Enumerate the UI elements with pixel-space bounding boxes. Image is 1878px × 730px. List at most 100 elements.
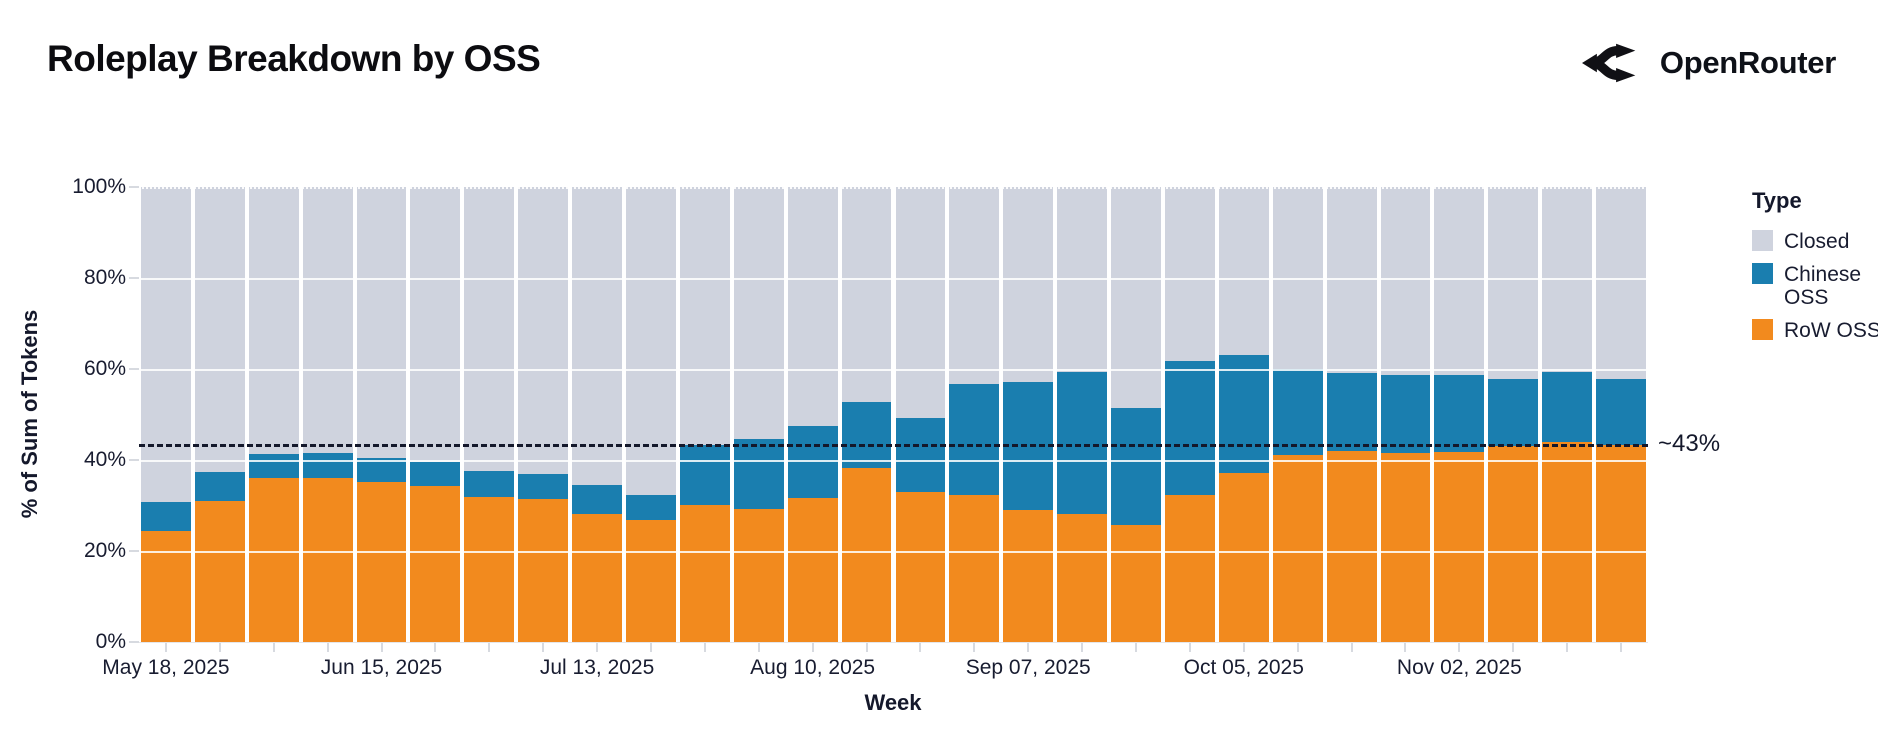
bar-column-nov-02-2025[interactable] (1434, 187, 1485, 642)
bar-segment-chinese-oss[interactable] (1272, 369, 1323, 455)
bar-column-nov-16-2025[interactable] (1542, 187, 1593, 642)
legend-item-closed[interactable]: Closed (1752, 230, 1878, 254)
bar-segment-chinese-oss[interactable] (1488, 379, 1539, 446)
bar-column-nov-09-2025[interactable] (1488, 187, 1539, 642)
bar-segment-row-oss[interactable] (733, 509, 784, 642)
bar-segment-chinese-oss[interactable] (949, 384, 1000, 495)
bar-segment-chinese-oss[interactable] (1057, 372, 1108, 514)
bar-segment-row-oss[interactable] (572, 513, 623, 642)
bar-segment-row-oss[interactable] (1272, 454, 1323, 642)
bar-segment-closed[interactable] (302, 187, 353, 454)
bar-segment-row-oss[interactable] (1488, 445, 1539, 642)
bar-column-sep-21-2025[interactable] (1111, 187, 1161, 642)
bar-segment-row-oss[interactable] (1434, 451, 1485, 642)
bar-segment-closed[interactable] (1111, 187, 1161, 409)
bar-segment-row-oss[interactable] (464, 496, 515, 642)
bar-column-jun-08-2025[interactable] (302, 187, 353, 642)
bar-segment-chinese-oss[interactable] (356, 458, 407, 483)
bar-segment-row-oss[interactable] (1111, 524, 1161, 642)
legend-item-chinese-oss[interactable]: Chinese OSS (1752, 262, 1878, 310)
bar-column-oct-12-2025[interactable] (1272, 187, 1323, 642)
bar-segment-row-oss[interactable] (356, 482, 407, 642)
bar-segment-row-oss[interactable] (141, 530, 191, 642)
bar-segment-closed[interactable] (1003, 187, 1054, 382)
bar-column-jun-15-2025[interactable] (356, 187, 407, 642)
bar-segment-chinese-oss[interactable] (895, 417, 946, 493)
bar-segment-row-oss[interactable] (1057, 513, 1108, 642)
bar-column-sep-28-2025[interactable] (1164, 187, 1215, 642)
bar-segment-closed[interactable] (1326, 187, 1377, 374)
bar-segment-chinese-oss[interactable] (1542, 371, 1593, 442)
bar-segment-chinese-oss[interactable] (302, 453, 353, 478)
bar-segment-chinese-oss[interactable] (410, 461, 461, 486)
bar-segment-row-oss[interactable] (194, 500, 245, 642)
bar-segment-chinese-oss[interactable] (518, 473, 569, 500)
bar-segment-row-oss[interactable] (410, 485, 461, 642)
legend-item-row-oss[interactable]: RoW OSS (1752, 318, 1878, 343)
bar-segment-chinese-oss[interactable] (733, 439, 784, 510)
bar-segment-closed[interactable] (626, 187, 676, 495)
bar-segment-row-oss[interactable] (949, 494, 1000, 642)
bar-segment-row-oss[interactable] (302, 477, 353, 642)
bar-column-nov-23-2025[interactable] (1596, 187, 1646, 642)
bar-segment-closed[interactable] (1488, 187, 1539, 380)
bar-segment-row-oss[interactable] (1218, 472, 1269, 642)
bar-segment-row-oss[interactable] (1596, 444, 1646, 642)
bar-segment-closed[interactable] (1164, 187, 1215, 361)
bar-segment-chinese-oss[interactable] (1164, 360, 1215, 495)
bar-column-aug-03-2025[interactable] (733, 187, 784, 642)
bar-segment-closed[interactable] (194, 187, 245, 473)
openrouter-brand[interactable]: OpenRouter (1581, 40, 1836, 86)
bar-segment-chinese-oss[interactable] (1218, 354, 1269, 473)
bar-segment-chinese-oss[interactable] (841, 401, 892, 468)
bar-segment-closed[interactable] (572, 187, 623, 485)
bar-segment-row-oss[interactable] (1003, 510, 1054, 642)
bar-column-sep-07-2025[interactable] (1003, 187, 1054, 642)
bar-column-may-25-2025[interactable] (194, 187, 245, 642)
bar-segment-row-oss[interactable] (248, 478, 299, 642)
bar-segment-row-oss[interactable] (1380, 453, 1431, 642)
bar-column-aug-24-2025[interactable] (895, 187, 946, 642)
bar-column-jun-01-2025[interactable] (248, 187, 299, 642)
bar-segment-closed[interactable] (841, 187, 892, 402)
bar-segment-chinese-oss[interactable] (679, 444, 730, 505)
bar-segment-chinese-oss[interactable] (572, 484, 623, 514)
bar-segment-chinese-oss[interactable] (464, 470, 515, 497)
bar-segment-closed[interactable] (464, 187, 515, 471)
bar-segment-closed[interactable] (1380, 187, 1431, 376)
bar-segment-closed[interactable] (518, 187, 569, 474)
bar-segment-closed[interactable] (949, 187, 1000, 385)
bar-segment-chinese-oss[interactable] (141, 501, 191, 531)
bar-column-oct-26-2025[interactable] (1380, 187, 1431, 642)
bar-column-sep-14-2025[interactable] (1057, 187, 1108, 642)
bar-segment-chinese-oss[interactable] (626, 494, 676, 521)
bar-segment-row-oss[interactable] (841, 467, 892, 642)
bar-segment-chinese-oss[interactable] (1111, 408, 1161, 525)
bar-segment-row-oss[interactable] (787, 497, 838, 642)
bar-segment-closed[interactable] (248, 187, 299, 455)
bar-segment-closed[interactable] (733, 187, 784, 440)
bar-segment-row-oss[interactable] (1326, 450, 1377, 642)
bar-segment-row-oss[interactable] (1542, 441, 1593, 642)
bar-column-oct-05-2025[interactable] (1218, 187, 1269, 642)
bar-column-oct-19-2025[interactable] (1326, 187, 1377, 642)
bar-segment-closed[interactable] (1434, 187, 1485, 375)
bar-segment-chinese-oss[interactable] (1596, 379, 1646, 445)
bar-segment-closed[interactable] (141, 187, 191, 502)
bar-segment-row-oss[interactable] (518, 499, 569, 642)
bar-segment-closed[interactable] (1218, 187, 1269, 355)
bar-column-jun-29-2025[interactable] (464, 187, 515, 642)
bar-column-may-18-2025[interactable] (141, 187, 191, 642)
bar-segment-closed[interactable] (787, 187, 838, 426)
bar-segment-chinese-oss[interactable] (1434, 374, 1485, 452)
bar-column-jul-27-2025[interactable] (679, 187, 730, 642)
bar-column-jul-20-2025[interactable] (626, 187, 676, 642)
bar-column-aug-17-2025[interactable] (841, 187, 892, 642)
bar-segment-row-oss[interactable] (1164, 494, 1215, 642)
bar-column-jun-22-2025[interactable] (410, 187, 461, 642)
bar-segment-chinese-oss[interactable] (1380, 375, 1431, 454)
bar-segment-closed[interactable] (895, 187, 946, 418)
bar-segment-row-oss[interactable] (679, 504, 730, 642)
bar-segment-chinese-oss[interactable] (248, 454, 299, 479)
bar-column-aug-10-2025[interactable] (787, 187, 838, 642)
